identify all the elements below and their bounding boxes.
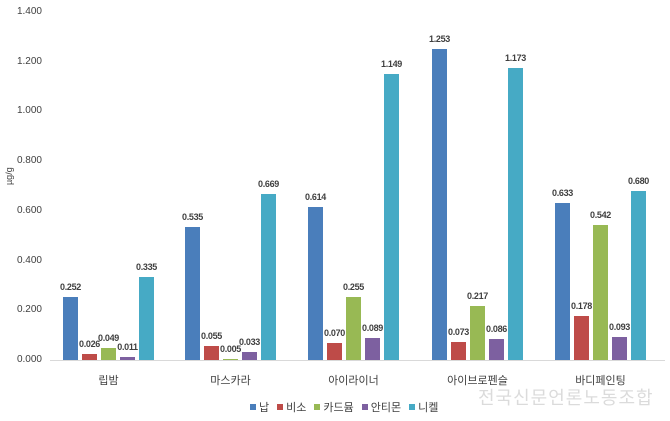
bar — [204, 346, 219, 360]
x-tick-label: 바디페인팅 — [575, 374, 626, 387]
legend-swatch-icon — [361, 404, 368, 410]
x-axis-line — [50, 360, 665, 361]
data-label: 0.255 — [342, 281, 365, 292]
bar — [139, 276, 154, 360]
bar — [82, 353, 97, 360]
data-label: 0.089 — [361, 322, 384, 333]
bar — [593, 225, 608, 360]
legend-swatch-icon — [250, 404, 256, 410]
bar — [365, 337, 380, 360]
x-tick-label: 아이브로펜슬 — [447, 374, 508, 387]
data-label: 0.680 — [627, 175, 650, 186]
data-label: 0.669 — [257, 178, 280, 189]
y-tick-label: 1.400 — [16, 6, 42, 17]
legend-item: 납 — [250, 399, 269, 415]
data-label: 0.093 — [608, 321, 631, 332]
y-axis-label: µg/g — [4, 167, 14, 185]
bar — [185, 227, 200, 360]
bar — [432, 48, 447, 360]
data-label: 0.011 — [117, 342, 138, 353]
data-label: 0.073 — [447, 326, 470, 337]
x-tick-label: 아이라이너 — [328, 374, 379, 387]
bar — [470, 306, 485, 360]
bar — [308, 207, 323, 360]
bar — [223, 358, 238, 360]
legend-swatch-icon — [277, 404, 284, 410]
legend-label: 안티몬 — [370, 401, 402, 414]
x-tick-label: 마스카라 — [210, 374, 251, 387]
data-label: 0.542 — [589, 210, 612, 221]
data-label: 0.614 — [304, 192, 327, 203]
legend: 납 비소 카드뮴 안티몬 니켈 — [250, 399, 438, 415]
y-tick-label: 0.000 — [16, 354, 42, 365]
y-tick-label: 0.400 — [16, 254, 42, 266]
data-label: 0.070 — [323, 327, 346, 338]
legend-item: 비소 — [277, 399, 306, 415]
bar — [101, 347, 116, 360]
data-label: 0.252 — [59, 282, 82, 293]
legend-item: 안티몬 — [361, 399, 402, 415]
bar — [451, 341, 466, 360]
y-tick-label: 0.800 — [16, 155, 42, 167]
legend-item: 니켈 — [409, 399, 438, 415]
data-label: 1.253 — [428, 33, 451, 44]
bar — [120, 357, 135, 360]
bar — [384, 74, 399, 360]
data-label: 0.633 — [551, 187, 574, 198]
data-label: 0.033 — [238, 336, 261, 347]
data-label: 0.026 — [78, 338, 101, 349]
y-tick-label: 1.200 — [16, 55, 42, 67]
bar — [612, 336, 627, 360]
y-tick-label: 1.000 — [16, 105, 42, 117]
bar — [555, 202, 570, 360]
bar — [327, 342, 342, 360]
bar — [574, 315, 589, 360]
data-label: 0.217 — [466, 291, 489, 302]
bar — [631, 190, 646, 360]
data-label: 0.086 — [485, 323, 508, 334]
bar — [63, 297, 78, 360]
bar — [346, 296, 361, 360]
data-label: 0.005 — [219, 343, 242, 354]
data-label: 0.178 — [570, 300, 593, 311]
data-label: 0.055 — [200, 331, 223, 342]
legend-item: 카드뮴 — [314, 399, 354, 415]
data-label: 0.049 — [97, 332, 120, 343]
bar — [489, 338, 504, 360]
x-tick-label: 립밤 — [98, 374, 119, 387]
data-label: 1.149 — [380, 59, 403, 70]
legend-swatch-icon — [409, 404, 416, 410]
y-tick-label: 0.200 — [16, 304, 42, 316]
data-label: 0.535 — [181, 212, 204, 222]
bar — [508, 68, 523, 360]
y-tick-label: 0.600 — [16, 204, 42, 216]
legend-swatch-icon — [314, 404, 321, 410]
legend-label: 니켈 — [418, 401, 439, 414]
legend-label: 카드뮴 — [323, 401, 354, 414]
watermark: 전국신문언론노동조합 — [478, 388, 654, 409]
bar — [261, 193, 276, 360]
data-label: 1.173 — [504, 53, 527, 64]
bar — [242, 351, 257, 360]
legend-label: 비소 — [286, 401, 307, 414]
data-label: 0.335 — [135, 261, 158, 272]
legend-label: 납 — [259, 401, 270, 414]
